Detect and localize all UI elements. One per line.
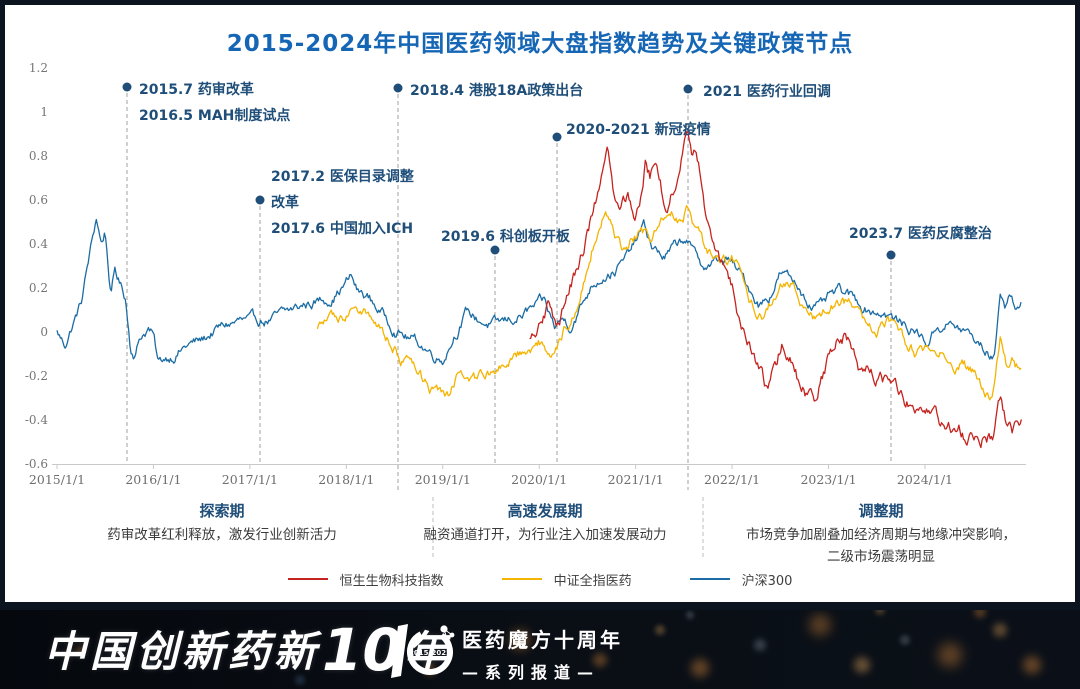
policy-annotation-4: 2020-2021 新冠疫情 bbox=[566, 117, 711, 143]
policy-annotation-3: 2019.6 科创板开板 bbox=[441, 224, 570, 250]
policy-annotation-text: 2020-2021 新冠疫情 bbox=[566, 122, 711, 138]
bokeh-light bbox=[900, 635, 910, 645]
page-title: 2015-2024年中国医药领域大盘指数趋势及关键政策节点 bbox=[226, 31, 854, 57]
bokeh-light bbox=[875, 610, 885, 615]
phase-desc-line: 二级市场震荡明显 bbox=[827, 549, 935, 565]
brand-subtitle: —系列报道— bbox=[462, 663, 601, 682]
policy-dot bbox=[683, 84, 693, 94]
bokeh-light bbox=[854, 657, 870, 673]
phase-desc-line: 融资通道打开，为行业注入加速发展动力 bbox=[423, 527, 667, 543]
series-line-hs-biotech bbox=[529, 131, 1023, 449]
policy-annotation-text: 改革 bbox=[271, 195, 299, 211]
x-tick-label: 2016/1/1 bbox=[125, 472, 181, 487]
y-tick-label: -0.2 bbox=[25, 369, 48, 383]
y-tick-label: -0.4 bbox=[25, 413, 49, 427]
policy-annotation-text: 2018.4 港股18A政策出台 bbox=[410, 83, 584, 99]
y-tick-label: 0.2 bbox=[29, 281, 48, 295]
chart-panel bbox=[5, 5, 1075, 602]
x-tick-label: 2019/1/1 bbox=[415, 472, 471, 487]
phase-desc-0: 药审改革红利释放，激发行业创新活力 bbox=[107, 524, 337, 546]
brand-title: 医药魔方十周年 bbox=[462, 628, 623, 652]
logo-years: 2015-2025 bbox=[409, 649, 451, 657]
y-tick-label: 0.6 bbox=[29, 193, 48, 207]
legend-swatch-csi-pharma bbox=[501, 578, 542, 580]
policy-dot bbox=[122, 82, 132, 92]
policy-annotation-text: 2023.7 医药反腐整治 bbox=[849, 226, 992, 242]
headline-number: 10 bbox=[322, 615, 403, 684]
legend-swatch-csi300 bbox=[689, 578, 730, 580]
policy-annotation-text: 2017.6 中国加入ICH bbox=[271, 221, 414, 237]
headline-prefix: 中国创新药新 bbox=[44, 626, 321, 676]
y-tick-label: 0.4 bbox=[29, 237, 48, 251]
policy-dot bbox=[552, 132, 562, 142]
x-tick-label: 2022/1/1 bbox=[704, 472, 760, 487]
phase-desc-line: 市场竞争加剧叠加经济周期与地缘冲突影响， bbox=[746, 527, 1016, 543]
bokeh-light bbox=[691, 659, 709, 677]
policy-annotation-1: 2017.2 医保目录调整 改革 2017.6 中国加入ICH bbox=[271, 164, 414, 242]
y-tick-label: -0.6 bbox=[25, 457, 48, 471]
y-tick-label: 1 bbox=[40, 105, 48, 119]
legend-item-csi-pharma: 中证全指医药 bbox=[501, 570, 632, 589]
policy-dot bbox=[886, 250, 896, 260]
bokeh-light bbox=[993, 623, 1007, 637]
series-line-csi300 bbox=[56, 218, 1022, 366]
footer-headline: 中国创新药新10年 bbox=[44, 616, 451, 684]
policy-annotation-2: 2018.4 港股18A政策出台 bbox=[410, 78, 583, 104]
legend-label-hs-biotech: 恒生生物科技指数 bbox=[339, 573, 444, 589]
legend-item-csi300: 沪深300 bbox=[689, 570, 793, 589]
bokeh-light bbox=[938, 643, 962, 667]
logo-molecule-bond bbox=[443, 628, 448, 640]
phase-title-2: 调整期 bbox=[858, 502, 904, 520]
x-tick-label: 2024/1/1 bbox=[897, 472, 953, 487]
policy-dot bbox=[490, 245, 500, 255]
legend-label-csi300: 沪深300 bbox=[741, 573, 793, 589]
phase-desc-line: 药审改革红利释放，激发行业创新活力 bbox=[107, 527, 337, 543]
policy-dot bbox=[393, 83, 403, 93]
footer-banner: 中国创新药新10年 2015-2025 医药魔方十周年 —系列报道— bbox=[0, 610, 1080, 689]
policy-annotation-6: 2023.7 医药反腐整治 bbox=[849, 221, 992, 247]
policy-annotation-text: 2016.5 MAH制度试点 bbox=[139, 108, 291, 124]
policy-dot bbox=[255, 195, 265, 205]
legend-swatch-hs-biotech bbox=[287, 578, 328, 580]
policy-annotation-text: 2021 医药行业回调 bbox=[703, 84, 831, 100]
legend-item-hs-biotech: 恒生生物科技指数 bbox=[287, 570, 444, 589]
logo-digit-one bbox=[391, 624, 408, 678]
x-tick-label: 2020/1/1 bbox=[511, 472, 567, 487]
bokeh-light bbox=[655, 625, 665, 635]
bokeh-light bbox=[809, 614, 831, 636]
chart-legend: 恒生生物科技指数 中证全指医药 沪深300 bbox=[0, 568, 1080, 590]
policy-annotation-text: 2015.7 药审改革 bbox=[139, 82, 254, 98]
policy-annotation-5: 2021 医药行业回调 bbox=[703, 79, 831, 105]
phase-desc-2: 市场竞争加剧叠加经济周期与地缘冲突影响， 二级市场震荡明显 bbox=[746, 524, 1016, 568]
y-tick-label: 0 bbox=[40, 325, 48, 339]
phase-desc-1: 融资通道打开，为行业注入加速发展动力 bbox=[424, 524, 667, 546]
x-tick-label: 2018/1/1 bbox=[318, 472, 374, 487]
policy-annotation-text: 2019.6 科创板开板 bbox=[441, 229, 570, 245]
y-tick-label: 1.2 bbox=[29, 61, 48, 75]
x-tick-label: 2015/1/1 bbox=[29, 472, 85, 487]
anniversary-10-logo: 2015-2025 bbox=[391, 624, 455, 678]
phase-title-0: 探索期 bbox=[199, 502, 245, 520]
logo-molecule-bond bbox=[443, 628, 453, 636]
bokeh-light bbox=[1023, 656, 1041, 674]
series-line-csi-pharma bbox=[316, 204, 1022, 401]
y-tick-label: 0.8 bbox=[29, 149, 48, 163]
policy-annotation-text: 2017.2 医保目录调整 bbox=[271, 169, 414, 185]
policy-annotation-0: 2015.7 药审改革 2016.5 MAH制度试点 bbox=[139, 77, 290, 129]
bokeh-light bbox=[686, 611, 694, 619]
footer-brand: 医药魔方十周年 —系列报道— bbox=[462, 624, 623, 683]
legend-label-csi-pharma: 中证全指医药 bbox=[553, 573, 632, 589]
x-tick-label: 2023/1/1 bbox=[800, 472, 856, 487]
x-tick-label: 2021/1/1 bbox=[608, 472, 664, 487]
x-tick-label: 2017/1/1 bbox=[222, 472, 278, 487]
bokeh-light bbox=[974, 610, 986, 618]
bokeh-light bbox=[754, 639, 766, 651]
phase-title-1: 高速发展期 bbox=[507, 502, 583, 520]
